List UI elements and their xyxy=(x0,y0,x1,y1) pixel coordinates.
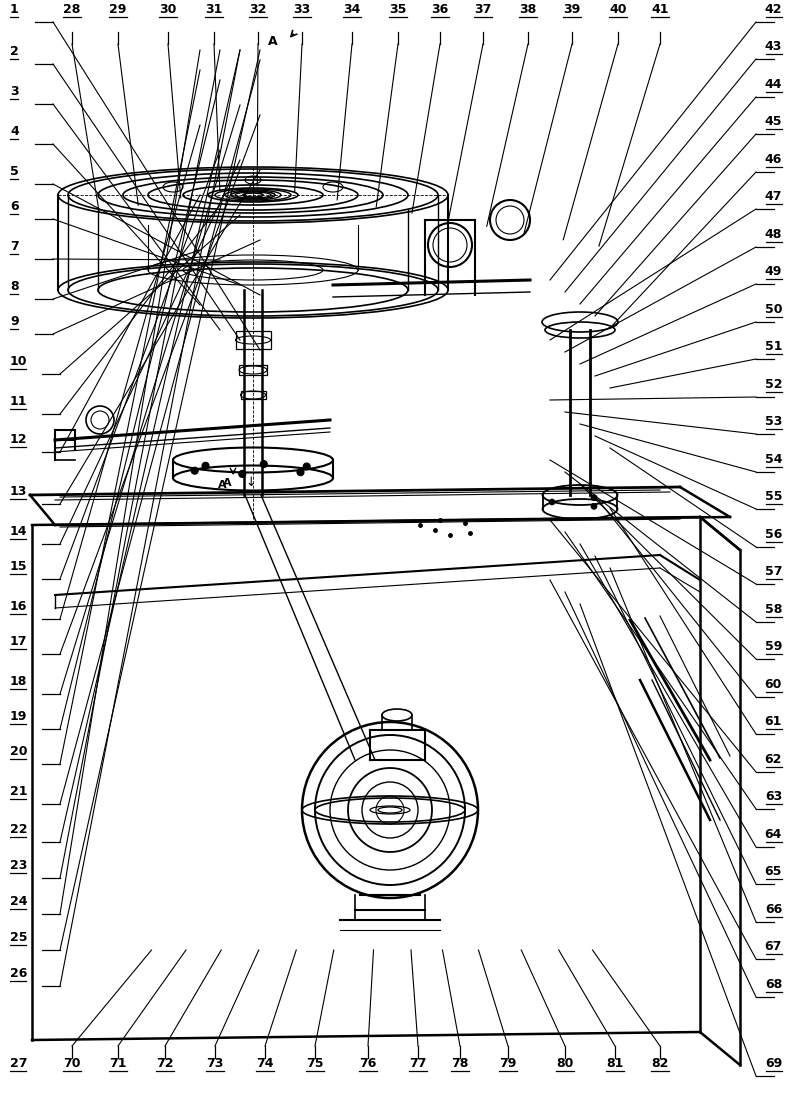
Text: 19: 19 xyxy=(10,711,27,723)
Text: 11: 11 xyxy=(10,394,27,408)
Text: 60: 60 xyxy=(765,678,782,691)
Circle shape xyxy=(260,461,267,467)
Text: 58: 58 xyxy=(765,603,782,615)
Text: 81: 81 xyxy=(606,1057,624,1070)
Circle shape xyxy=(303,463,310,470)
Text: 28: 28 xyxy=(63,3,81,15)
Text: 74: 74 xyxy=(256,1057,274,1070)
Text: 44: 44 xyxy=(765,78,782,91)
Text: 30: 30 xyxy=(159,3,177,15)
Text: 1: 1 xyxy=(10,3,18,15)
Circle shape xyxy=(591,504,597,509)
Text: 40: 40 xyxy=(610,3,626,15)
Text: 71: 71 xyxy=(110,1057,126,1070)
Text: 62: 62 xyxy=(765,753,782,766)
Text: 6: 6 xyxy=(10,200,18,213)
Text: 33: 33 xyxy=(294,3,310,15)
Text: 76: 76 xyxy=(359,1057,377,1070)
Text: A: A xyxy=(268,35,278,48)
Circle shape xyxy=(297,469,304,476)
Text: 63: 63 xyxy=(765,790,782,803)
Text: 36: 36 xyxy=(431,3,449,15)
Text: 51: 51 xyxy=(765,340,782,352)
Bar xyxy=(239,365,267,375)
Text: 66: 66 xyxy=(765,903,782,916)
Text: 4: 4 xyxy=(10,125,18,138)
Text: 21: 21 xyxy=(10,785,27,798)
Text: 75: 75 xyxy=(306,1057,324,1070)
Text: 77: 77 xyxy=(410,1057,426,1070)
Text: 43: 43 xyxy=(765,40,782,53)
Text: 20: 20 xyxy=(10,745,27,758)
Text: 29: 29 xyxy=(110,3,126,15)
Text: 10: 10 xyxy=(10,355,27,368)
Text: 31: 31 xyxy=(206,3,222,15)
Text: 9: 9 xyxy=(10,315,18,328)
Text: 57: 57 xyxy=(765,565,782,578)
Text: 64: 64 xyxy=(765,828,782,841)
Text: 3: 3 xyxy=(10,85,18,98)
Text: 80: 80 xyxy=(556,1057,574,1070)
Text: A: A xyxy=(223,478,232,488)
Circle shape xyxy=(549,499,555,505)
Text: 2: 2 xyxy=(10,45,18,57)
Text: 25: 25 xyxy=(10,932,27,944)
Text: 53: 53 xyxy=(765,415,782,428)
Text: 37: 37 xyxy=(474,3,492,15)
Text: 82: 82 xyxy=(651,1057,669,1070)
Text: 61: 61 xyxy=(765,715,782,728)
Text: 22: 22 xyxy=(10,823,27,836)
Text: 50: 50 xyxy=(765,303,782,316)
Text: 78: 78 xyxy=(451,1057,469,1070)
Text: 41: 41 xyxy=(651,3,669,15)
Circle shape xyxy=(591,495,597,501)
Text: 42: 42 xyxy=(765,3,782,15)
Text: 55: 55 xyxy=(765,490,782,503)
Text: 59: 59 xyxy=(765,640,782,653)
Text: 34: 34 xyxy=(343,3,361,15)
Text: 69: 69 xyxy=(765,1057,782,1070)
Text: 35: 35 xyxy=(390,3,406,15)
Circle shape xyxy=(191,467,198,474)
Text: 26: 26 xyxy=(10,967,27,980)
Text: 12: 12 xyxy=(10,433,27,446)
Text: 18: 18 xyxy=(10,675,27,688)
Text: 27: 27 xyxy=(10,1057,27,1070)
Text: 73: 73 xyxy=(206,1057,224,1070)
Text: 48: 48 xyxy=(765,228,782,241)
Text: 7: 7 xyxy=(10,240,18,253)
Text: 70: 70 xyxy=(63,1057,81,1070)
Text: 45: 45 xyxy=(765,115,782,128)
Text: 5: 5 xyxy=(10,165,18,178)
Text: 8: 8 xyxy=(10,280,18,293)
Text: 72: 72 xyxy=(156,1057,174,1070)
Text: 24: 24 xyxy=(10,895,27,908)
Text: 49: 49 xyxy=(765,265,782,278)
Text: 13: 13 xyxy=(10,485,27,498)
Text: 23: 23 xyxy=(10,859,27,872)
Text: A: A xyxy=(218,480,226,490)
Text: 47: 47 xyxy=(765,190,782,203)
Text: 52: 52 xyxy=(765,378,782,391)
Bar xyxy=(236,332,271,349)
Text: 14: 14 xyxy=(10,525,27,538)
Text: ↓: ↓ xyxy=(245,476,255,490)
Text: 65: 65 xyxy=(765,865,782,878)
Text: 56: 56 xyxy=(765,528,782,541)
Text: 16: 16 xyxy=(10,600,27,613)
Bar xyxy=(241,391,266,399)
Text: 79: 79 xyxy=(499,1057,517,1070)
Text: 68: 68 xyxy=(765,978,782,991)
Text: 15: 15 xyxy=(10,560,27,573)
Text: 46: 46 xyxy=(765,152,782,166)
Text: 38: 38 xyxy=(519,3,537,15)
Circle shape xyxy=(202,462,209,470)
Text: 54: 54 xyxy=(765,453,782,466)
Text: 17: 17 xyxy=(10,635,27,648)
Text: 32: 32 xyxy=(250,3,266,15)
Text: 67: 67 xyxy=(765,940,782,953)
Text: 39: 39 xyxy=(563,3,581,15)
Circle shape xyxy=(238,471,246,477)
